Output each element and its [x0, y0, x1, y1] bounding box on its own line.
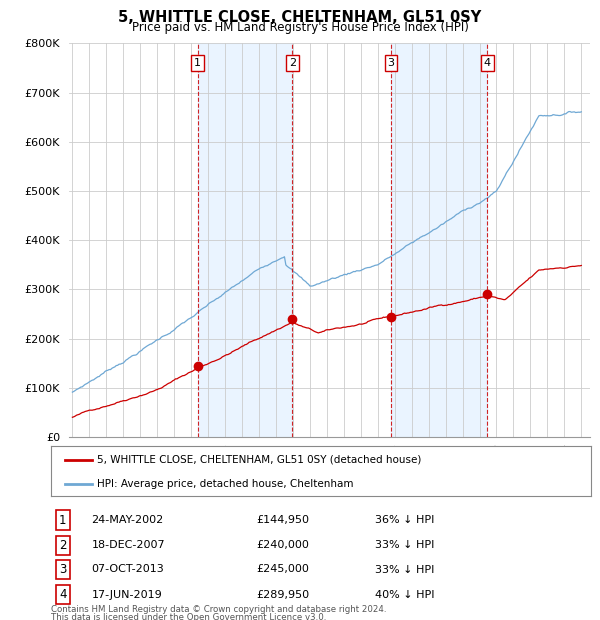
Text: £144,950: £144,950: [256, 515, 309, 525]
Bar: [391, 43, 487, 437]
Text: £240,000: £240,000: [256, 541, 309, 551]
Bar: [197, 43, 292, 437]
Text: £245,000: £245,000: [256, 564, 309, 575]
Text: HPI: Average price, detached house, Cheltenham: HPI: Average price, detached house, Chel…: [97, 479, 353, 489]
Text: £289,950: £289,950: [256, 590, 310, 600]
Text: 4: 4: [59, 588, 67, 601]
Text: 2: 2: [59, 539, 67, 552]
Text: 07-OCT-2013: 07-OCT-2013: [91, 564, 164, 575]
Text: 33% ↓ HPI: 33% ↓ HPI: [375, 564, 434, 575]
Text: 18-DEC-2007: 18-DEC-2007: [91, 541, 165, 551]
Text: 5, WHITTLE CLOSE, CHELTENHAM, GL51 0SY: 5, WHITTLE CLOSE, CHELTENHAM, GL51 0SY: [118, 10, 482, 25]
Text: 24-MAY-2002: 24-MAY-2002: [91, 515, 164, 525]
Text: 3: 3: [59, 563, 67, 576]
Text: 3: 3: [388, 58, 394, 68]
Text: 1: 1: [194, 58, 201, 68]
Text: Price paid vs. HM Land Registry's House Price Index (HPI): Price paid vs. HM Land Registry's House …: [131, 21, 469, 34]
Text: 2: 2: [289, 58, 296, 68]
Text: This data is licensed under the Open Government Licence v3.0.: This data is licensed under the Open Gov…: [51, 613, 326, 620]
Text: 1: 1: [59, 514, 67, 527]
Text: 5, WHITTLE CLOSE, CHELTENHAM, GL51 0SY (detached house): 5, WHITTLE CLOSE, CHELTENHAM, GL51 0SY (…: [97, 455, 421, 465]
Text: 33% ↓ HPI: 33% ↓ HPI: [375, 541, 434, 551]
Text: 17-JUN-2019: 17-JUN-2019: [91, 590, 162, 600]
Text: 36% ↓ HPI: 36% ↓ HPI: [375, 515, 434, 525]
Text: 4: 4: [484, 58, 491, 68]
Text: 40% ↓ HPI: 40% ↓ HPI: [375, 590, 434, 600]
Text: Contains HM Land Registry data © Crown copyright and database right 2024.: Contains HM Land Registry data © Crown c…: [51, 604, 386, 614]
